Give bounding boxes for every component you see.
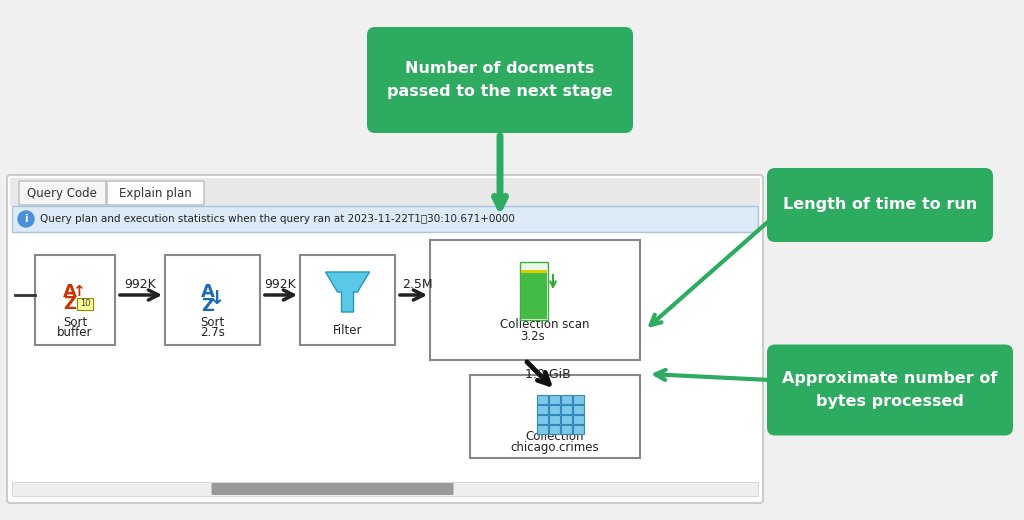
Text: Number of docments
passed to the next stage: Number of docments passed to the next st… <box>387 61 613 99</box>
Bar <box>430 240 640 360</box>
Bar <box>537 405 548 413</box>
Text: 992K: 992K <box>264 279 296 292</box>
Bar <box>521 270 547 273</box>
Text: Query plan and execution statistics when the query ran at 2023-11-22T1⁩30:10.671: Query plan and execution statistics when… <box>40 214 515 224</box>
Bar <box>573 395 584 404</box>
Text: Z: Z <box>201 297 214 315</box>
Text: Approximate number of
bytes processed: Approximate number of bytes processed <box>782 371 997 409</box>
Bar <box>77 298 93 310</box>
Bar <box>12 482 758 496</box>
Text: ↓: ↓ <box>208 289 224 307</box>
Bar <box>561 405 572 413</box>
Bar <box>537 424 548 434</box>
Text: Sort: Sort <box>62 316 87 329</box>
Bar <box>520 262 548 320</box>
Text: 3.2s: 3.2s <box>520 331 545 344</box>
Text: Sort: Sort <box>201 316 224 329</box>
FancyBboxPatch shape <box>367 27 633 133</box>
Text: Z: Z <box>63 295 77 313</box>
Text: chicago.crimes: chicago.crimes <box>511 441 599 454</box>
Polygon shape <box>326 272 370 312</box>
Text: ↑: ↑ <box>72 284 84 300</box>
Text: A: A <box>63 283 77 301</box>
FancyBboxPatch shape <box>212 483 454 495</box>
Text: buffer: buffer <box>57 327 93 340</box>
Bar <box>521 272 547 319</box>
FancyBboxPatch shape <box>19 181 106 205</box>
FancyBboxPatch shape <box>767 168 993 242</box>
Text: Collection: Collection <box>525 430 585 443</box>
Text: A: A <box>201 283 214 301</box>
Bar <box>573 414 584 423</box>
Bar <box>573 424 584 434</box>
Bar <box>561 414 572 423</box>
Text: Query Code: Query Code <box>27 187 97 200</box>
Circle shape <box>18 211 34 227</box>
Bar <box>549 405 560 413</box>
Bar <box>573 405 584 413</box>
Text: Collection scan: Collection scan <box>501 318 590 332</box>
Text: Length of time to run: Length of time to run <box>783 198 977 213</box>
Bar <box>549 424 560 434</box>
Text: Explain plan: Explain plan <box>119 187 191 200</box>
Bar <box>549 414 560 423</box>
FancyBboxPatch shape <box>7 175 763 503</box>
Bar <box>549 395 560 404</box>
Text: 992K: 992K <box>124 279 156 292</box>
Text: 2.5M: 2.5M <box>402 279 433 292</box>
Bar <box>537 414 548 423</box>
Bar <box>12 206 758 232</box>
Text: i: i <box>25 214 28 224</box>
Bar <box>165 255 260 345</box>
FancyBboxPatch shape <box>106 181 204 205</box>
Bar <box>35 255 115 345</box>
Bar <box>561 395 572 404</box>
Bar <box>10 178 760 206</box>
Text: 2.7s: 2.7s <box>200 327 225 340</box>
Bar <box>470 375 640 458</box>
Bar <box>300 255 395 345</box>
Text: Filter: Filter <box>333 323 362 336</box>
Bar <box>537 395 548 404</box>
Text: 10: 10 <box>80 300 90 308</box>
Text: 1.0 GiB: 1.0 GiB <box>525 368 570 381</box>
FancyBboxPatch shape <box>767 344 1013 436</box>
Bar <box>561 424 572 434</box>
